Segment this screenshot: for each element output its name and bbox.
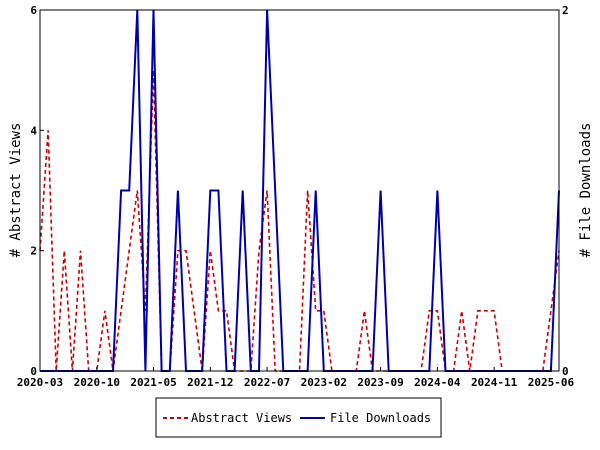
x-tick-label: 2021-05	[130, 376, 176, 389]
x-tick-label: 2021-12	[187, 376, 233, 389]
left-tick-label: 6	[30, 4, 37, 17]
x-axis: 2020-03 2020-10 2021-05 2021-12 2022-07 2023-…	[17, 367, 575, 389]
x-tick-label: 2020-03	[17, 376, 63, 389]
series-line-abstract-views	[39, 70, 560, 372]
left-tick-label: 0	[30, 365, 37, 378]
plot-lines	[39, 9, 560, 372]
series-line-file-downloads	[40, 9, 560, 372]
x-tick-label: 2024-11	[471, 376, 518, 389]
x-tick-label: 2025-06	[528, 376, 575, 389]
x-tick-label: 2023-02	[301, 376, 347, 389]
plot-frame	[39, 9, 560, 372]
x-tick-label: 2023-09	[357, 376, 403, 389]
legend-label-abstract-views: Abstract Views	[191, 411, 292, 425]
left-axis: 0 2 4 6	[30, 4, 44, 378]
right-tick-label: 2	[562, 4, 569, 17]
right-tick-label: 0	[562, 365, 569, 378]
legend-label-file-downloads: File Downloads	[330, 411, 431, 425]
left-tick-label: 4	[30, 124, 37, 137]
x-tick-label: 2020-10	[74, 376, 120, 389]
y-axis-title-right: # File Downloads	[578, 123, 594, 258]
legend: Abstract Views File Downloads	[155, 397, 442, 438]
left-tick-label: 2	[30, 245, 37, 258]
legend-box	[155, 397, 442, 438]
x-tick-label: 2022-07	[244, 376, 290, 389]
right-axis: 02	[555, 4, 569, 378]
x-tick-label: 2024-04	[414, 376, 461, 389]
y-axis-title-left: # Abstract Views	[8, 123, 24, 258]
